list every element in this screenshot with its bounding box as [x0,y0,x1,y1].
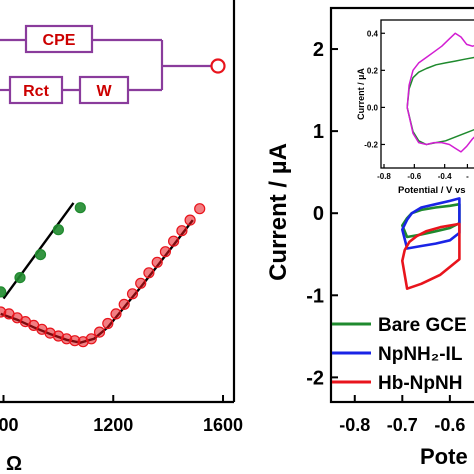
inset-y-ticks: 0.4 0.2 0.0 -0.2 [364,29,385,149]
circuit-element-w: W [96,83,112,100]
nyquist-x-tick-label: 1200 [93,415,133,435]
nyquist-data-point [85,333,97,345]
cv-panel: 2 1 0 -1 -2 -0.8 -0.7 -0.6 Current / µA Pote B… [265,6,474,469]
nyquist-data-point [184,214,196,226]
inset-y-tick-label: 0.4 [367,29,379,38]
circuit-element-rct: Rct [23,83,49,100]
circuit-element-box-rct [8,75,64,105]
legend-entry: Bare GCE [378,315,467,336]
nyquist-data-point [168,235,180,247]
nyquist-data-point [34,249,47,261]
legend-entry: NpNH₂-IL [378,344,463,365]
cv-curve [401,222,461,290]
cv-y-tick-label: -2 [306,367,324,389]
cv-y-ticks: 2 1 0 -1 -2 [306,39,338,389]
cv-curve [401,197,461,250]
cv-x-axis-label: Pote [420,444,468,469]
cv-x-ticks: -0.8 -0.7 -0.6 [339,395,465,435]
inset-background [356,14,474,186]
nyquist-data-point [135,277,147,289]
nyquist-x-tick-label: 800 [0,415,19,435]
inset-x-ticks: -0.8 -0.6 -0.4 - [377,164,469,181]
nyquist-x-axis-label: Ω [6,453,22,474]
inset-y-tick-label: 0.2 [367,66,379,75]
circuit-element-box-cpe [24,24,94,54]
nyquist-data-point [176,225,188,237]
cv-plot-frame [329,6,474,404]
nyquist-data-point [0,286,7,298]
cv-y-tick-label: 1 [313,121,324,143]
cv-x-tick-label: -0.6 [434,415,465,435]
nyquist-panel: CPE Rct W 800 1200 1600 Ω [0,0,243,474]
cv-y-tick-label: -1 [306,285,324,307]
cv-x-tick-label: -0.7 [387,415,418,435]
cv-y-tick-label: 2 [313,39,324,61]
inset-x-tick-label: -0.6 [407,172,421,181]
nyquist-data-point [14,272,26,284]
legend-entry: Hb-NpNH [378,373,462,394]
nyquist-data-point [110,308,122,320]
cv-x-tick-label: -0.8 [339,415,370,435]
nyquist-data-points [0,202,206,348]
circuit-terminal [210,58,226,74]
nyquist-data-point [52,224,65,236]
inset-x-tick-label: -0.4 [438,172,452,181]
inset-y-tick-label: 0.0 [367,103,379,112]
inset-curve [406,32,474,153]
cv-inset: 0.4 0.2 0.0 -0.2 -0.8 -0.6 -0.4 - Current / µA… [356,14,474,196]
inset-x-tick-label: -0.8 [377,172,391,181]
circuit-element-box-w [78,75,130,105]
nyquist-data-point [118,298,130,310]
nyquist-data-point [159,246,171,258]
inset-curves [406,32,474,153]
nyquist-x-ticks: 800 1200 1600 [0,395,243,435]
cv-curve [401,202,461,239]
nyquist-data-point [102,317,114,330]
equivalent-circuit: CPE Rct W [0,24,226,105]
nyquist-data-point [74,202,86,214]
cv-y-tick-label: 0 [313,203,324,225]
nyquist-data-point [126,288,139,300]
inset-x-axis-label: Potential / V vs [398,185,466,196]
inset-frame [380,19,474,169]
inset-x-tick-label: - [466,172,469,181]
inset-y-tick-label: -0.2 [364,140,378,149]
nyquist-data-point [93,326,106,338]
nyquist-data-point [194,203,206,215]
inset-y-axis-label: Current / µA [356,68,366,120]
cv-y-axis-label: Current / µA [265,143,292,281]
nyquist-data-point [143,267,155,279]
nyquist-data-point [151,256,163,268]
nyquist-x-tick-label: 1600 [203,415,243,435]
cv-curves [401,197,461,290]
cv-legend: Bare GCE NpNH₂-IL Hb-NpNH [332,315,467,394]
circuit-element-cpe: CPE [43,32,76,49]
